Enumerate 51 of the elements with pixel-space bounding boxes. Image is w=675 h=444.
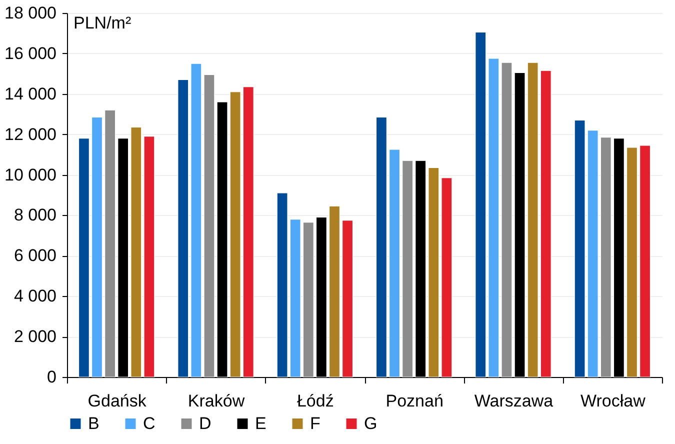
y-axis-title: PLN/m² [74,14,132,32]
y-tick-label: 14 000 [4,84,56,104]
bar [276,192,288,378]
bar [104,110,116,378]
bar [342,220,354,378]
bar [587,130,598,378]
bar [428,167,440,378]
y-tick-label: 12 000 [4,124,56,144]
y-tick-label: 4 000 [14,286,56,306]
bar [574,120,586,378]
y-tick-label: 16 000 [4,44,56,63]
bar [475,32,486,378]
x-tick-label: Warszawa [474,392,554,410]
y-tick-label: 10 000 [4,165,56,184]
bar [302,222,314,378]
bar [388,149,400,378]
y-tick-label: 18 000 [4,4,56,22]
bar [328,206,340,378]
y-tick-label: 2 000 [14,327,56,346]
bar [91,116,103,378]
bar [290,218,301,378]
bar [230,92,241,378]
x-tick-label: Gdańsk [88,392,147,410]
bar [488,58,500,378]
bar [178,79,189,378]
x-tick-label: Łódź [296,392,334,410]
x-tick-label: Poznań [386,392,444,410]
bar [527,62,538,378]
bar [540,70,552,378]
bar [130,126,142,378]
legend-label: E [255,414,266,433]
bar [242,86,254,378]
x-tick-label: Wrocław [580,392,646,410]
bar [626,147,638,378]
y-tick-label: 0 [47,368,56,386]
bar [144,136,155,378]
bar [78,138,90,378]
bar [402,160,414,378]
legend-label: B [88,414,100,433]
x-tick-label: Kraków [188,392,246,410]
legend-label: C [143,414,156,433]
legend-label: G [364,414,378,433]
bar [441,178,452,378]
bar [190,63,202,378]
bar [640,145,651,378]
bar [600,137,612,378]
y-tick-label: 6 000 [14,246,56,266]
y-tick-label: 8 000 [14,206,56,225]
legend-label: F [310,414,320,433]
bar [376,116,387,378]
legend-label: D [199,414,212,433]
